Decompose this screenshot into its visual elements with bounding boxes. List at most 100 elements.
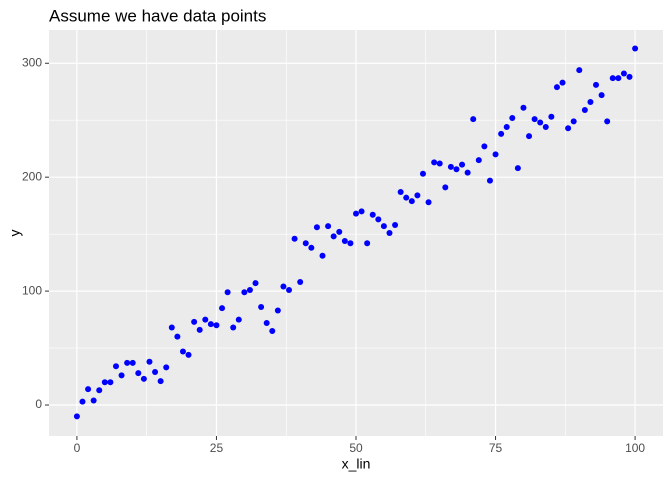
x-tick-label: 100: [625, 441, 645, 455]
point: [185, 351, 192, 358]
point: [269, 327, 276, 334]
point: [202, 316, 209, 323]
point: [258, 304, 265, 311]
point: [319, 252, 326, 259]
point: [615, 75, 622, 82]
point: [79, 398, 86, 405]
point: [191, 318, 198, 325]
point: [609, 75, 616, 82]
point: [576, 67, 583, 74]
point: [230, 324, 237, 331]
point: [213, 322, 220, 329]
point: [313, 224, 320, 231]
point: [492, 151, 499, 158]
point: [392, 222, 399, 229]
point: [464, 169, 471, 176]
point: [118, 372, 125, 379]
point: [386, 230, 393, 236]
point: [459, 161, 466, 168]
point: [369, 211, 376, 218]
x-axis-label: x_lin: [342, 456, 371, 472]
y-tick-label: 100: [22, 283, 42, 297]
point: [626, 73, 633, 80]
point: [207, 321, 214, 328]
point: [124, 359, 131, 366]
point: [526, 133, 533, 140]
point: [470, 116, 477, 123]
point: [375, 216, 382, 223]
point: [152, 368, 159, 375]
point: [436, 160, 443, 167]
point: [419, 170, 426, 177]
point: [341, 237, 348, 244]
point: [414, 192, 421, 199]
y-tick-label: 0: [35, 397, 42, 411]
point: [503, 124, 510, 131]
point: [425, 199, 432, 206]
point: [353, 210, 359, 217]
x-tick-label: 0: [74, 441, 81, 455]
point: [542, 124, 549, 131]
point: [481, 143, 488, 150]
point: [397, 188, 404, 195]
point: [632, 45, 639, 52]
point: [101, 379, 108, 386]
point: [163, 364, 170, 371]
point: [129, 359, 136, 366]
point: [224, 289, 231, 296]
point: [140, 375, 147, 382]
point: [286, 286, 293, 293]
point: [453, 166, 460, 173]
point: [509, 114, 516, 121]
point: [604, 118, 611, 125]
point: [380, 223, 387, 230]
y-tick-label: 200: [22, 169, 42, 183]
point: [593, 81, 600, 88]
point: [570, 118, 577, 125]
point: [514, 165, 521, 172]
point: [263, 319, 270, 326]
point: [235, 316, 242, 323]
point: [274, 307, 281, 314]
point: [431, 159, 438, 166]
point: [553, 84, 560, 91]
point: [135, 370, 142, 377]
point: [520, 104, 527, 111]
point: [90, 397, 97, 404]
point: [241, 289, 248, 296]
point: [358, 208, 365, 215]
point: [246, 286, 253, 293]
point: [291, 235, 298, 242]
point: [537, 119, 544, 126]
point: [475, 157, 482, 164]
point: [347, 240, 354, 247]
point: [325, 223, 332, 230]
point: [112, 363, 119, 370]
point: [146, 358, 153, 365]
point: [598, 92, 605, 99]
point: [442, 184, 449, 191]
point: [498, 130, 505, 137]
point: [408, 198, 415, 205]
point: [548, 113, 555, 120]
point: [157, 378, 164, 385]
point: [302, 240, 309, 247]
point: [620, 70, 627, 77]
point: [179, 348, 186, 355]
chart-title: Assume we have data points: [49, 6, 266, 25]
point: [447, 163, 454, 170]
point: [486, 177, 493, 184]
point: [587, 98, 594, 105]
point: [364, 240, 371, 247]
x-tick-label: 50: [349, 441, 363, 455]
point: [403, 194, 410, 201]
point: [196, 326, 203, 333]
x-tick-label: 75: [489, 441, 503, 455]
point: [280, 283, 287, 290]
point: [581, 106, 588, 113]
point: [565, 125, 572, 132]
x-tick-label: 25: [210, 441, 224, 455]
point: [531, 116, 538, 123]
y-axis-label: y: [7, 230, 23, 237]
